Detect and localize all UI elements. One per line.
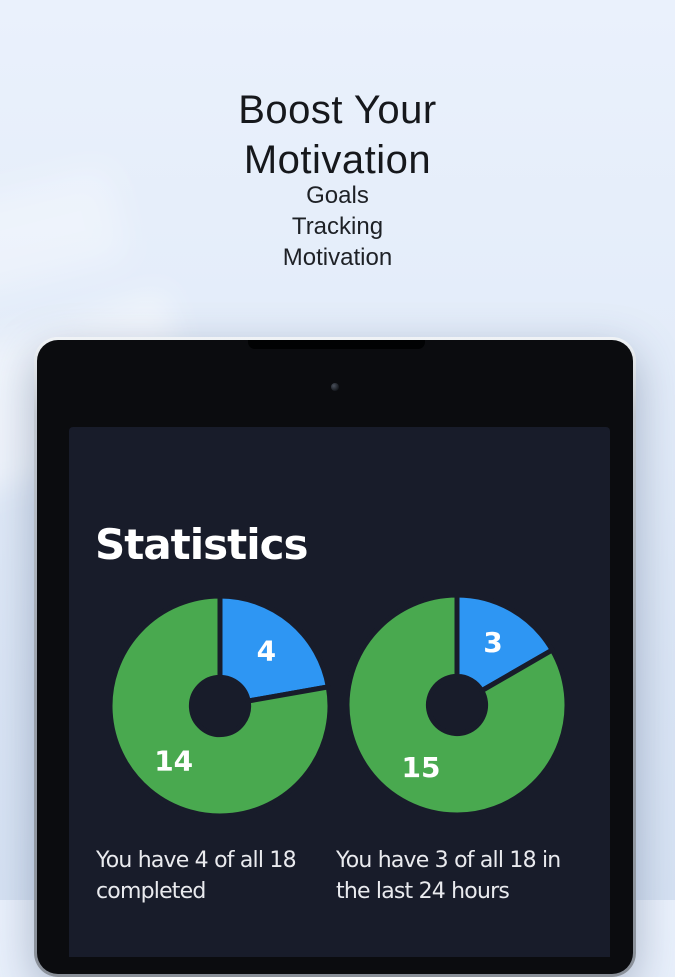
pie-slice-label: 15 <box>401 751 440 784</box>
app-screen: Statistics 4 14 3 15 You have 4 of all 18 c… <box>69 427 610 957</box>
feature-item-motivation: Motivation <box>282 244 393 271</box>
tablet-device: Statistics 4 14 3 15 You have 4 of all 18 c… <box>34 337 636 977</box>
pie-slice <box>217 593 331 704</box>
promo-title: Boost Your Motivation <box>0 85 675 185</box>
chart-caption-last-24h: You have 3 of all 18 in the last 24 hours <box>336 845 561 907</box>
chart-caption-completed: You have 4 of all 18 completed <box>96 845 297 907</box>
pie-slice <box>344 592 570 818</box>
feature-item-tracking: Tracking <box>291 213 384 240</box>
promo-feature-list: Goals Tracking Motivation <box>0 180 675 273</box>
caption-line: the last 24 hours <box>336 879 510 904</box>
pie-slice-label: 3 <box>483 626 502 659</box>
donut-chart-completed: 4 14 <box>105 591 335 821</box>
pie-slice-label: 4 <box>257 634 276 667</box>
caption-line: You have 4 of all 18 <box>96 848 297 873</box>
caption-line: completed <box>96 879 206 904</box>
pie-slice-label: 14 <box>154 745 193 778</box>
tablet-bezel: Statistics 4 14 3 15 You have 4 of all 18 c… <box>37 340 633 974</box>
feature-item-goals: Goals <box>306 182 369 209</box>
pie-slice <box>454 592 555 694</box>
donut-chart-last-24h: 3 15 <box>342 590 572 820</box>
promo-title-line2: Motivation <box>243 137 432 182</box>
caption-line: You have 3 of all 18 in <box>336 848 561 873</box>
donut-chart-completed-svg: 4 14 <box>107 593 333 819</box>
speaker-notch <box>248 340 425 349</box>
app-screen-title: Statistics <box>95 520 309 569</box>
donut-chart-last-24h-svg: 3 15 <box>344 592 570 818</box>
front-camera <box>331 383 339 391</box>
promo-title-line1: Boost Your <box>238 87 437 132</box>
pie-slice <box>107 593 333 819</box>
